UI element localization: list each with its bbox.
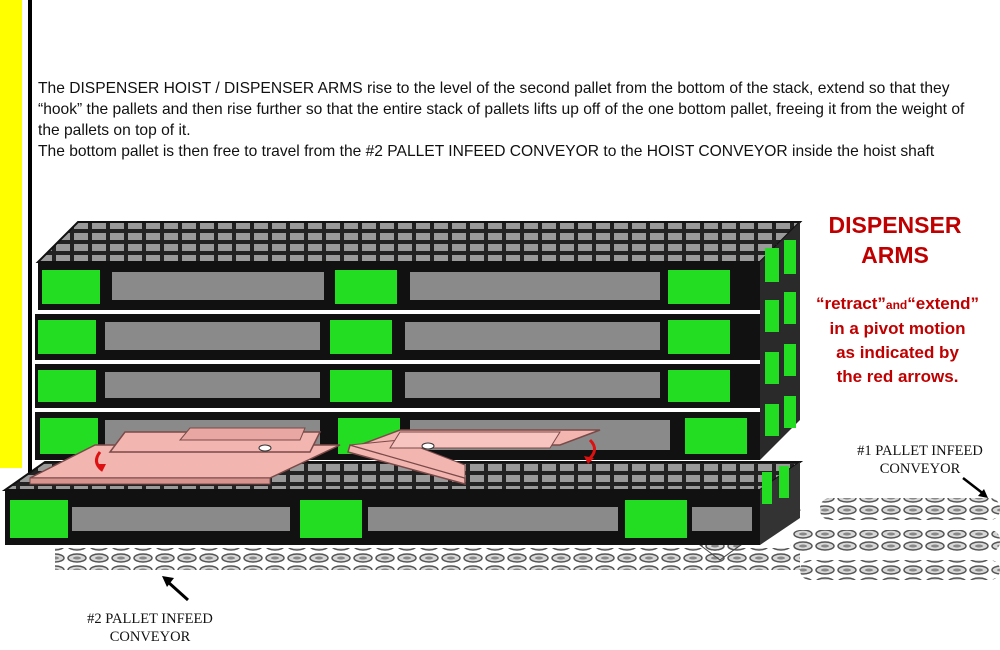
- hoist-shaft-edge: [28, 0, 32, 490]
- pivot-motion-note: “retract”and“extend” in a pivot motion a…: [795, 292, 1000, 389]
- note-and: and: [885, 298, 908, 312]
- pallet-top: [38, 240, 796, 310]
- conveyor-2-label-line-1: #2 PALLET INFEED: [87, 611, 213, 627]
- description-line-2: The bottom pallet is then free to travel…: [38, 143, 935, 160]
- note-line-1: “retract”and“extend”: [795, 292, 1000, 317]
- bottom-pallet: [1, 461, 804, 545]
- description-line-1: The DISPENSER HOIST / DISPENSER ARMS ris…: [38, 80, 965, 139]
- conveyor-2-label: #2 PALLET INFEED CONVEYOR: [60, 610, 240, 646]
- title-line-2: ARMS: [861, 242, 929, 268]
- conveyor-1-label-line-1: #1 PALLET INFEED: [857, 443, 983, 459]
- dispenser-arms-title: DISPENSER ARMS: [800, 210, 990, 270]
- dispenser-arm-left: [29, 427, 341, 485]
- conveyor-1-chain: [790, 498, 1000, 580]
- pallet-third: [35, 292, 796, 360]
- note-extend: “extend”: [907, 294, 980, 313]
- description: The DISPENSER HOIST / DISPENSER ARMS ris…: [38, 78, 968, 162]
- note-line-2: in a pivot motion: [829, 319, 966, 338]
- title-line-1: DISPENSER: [828, 212, 962, 238]
- dispenser-arm-right: [347, 429, 601, 485]
- note-line-4: the red arrows.: [836, 367, 959, 386]
- arrow-conveyor-2: [162, 576, 190, 602]
- pallet-second: [35, 344, 796, 408]
- conveyor-1-label: #1 PALLET INFEED CONVEYOR: [835, 442, 1000, 478]
- yellow-edge-bar: [0, 0, 22, 468]
- conveyor-2-label-line-2: CONVEYOR: [109, 629, 191, 645]
- note-retract: “retract”: [815, 294, 886, 313]
- note-line-3: as indicated by: [836, 343, 959, 362]
- conveyor-1-label-line-2: CONVEYOR: [879, 461, 961, 477]
- pallet-stack: [35, 221, 803, 460]
- arrow-conveyor-1: [962, 477, 988, 498]
